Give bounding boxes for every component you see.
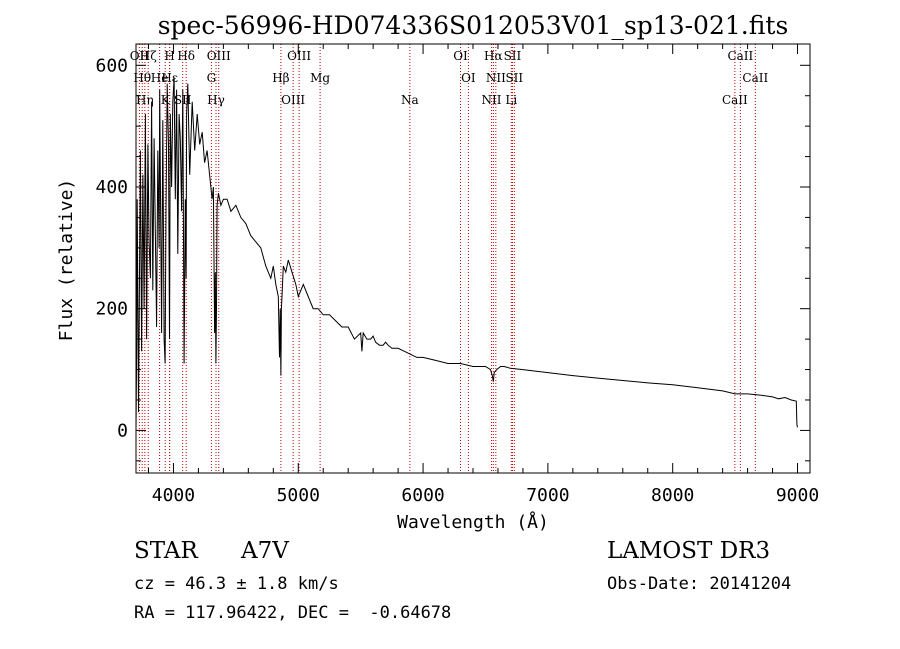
line-marker-label: Hδ — [177, 49, 195, 63]
line-marker-label: CaII — [727, 49, 753, 63]
y-tick-label: 200 — [95, 299, 128, 320]
line-marker-label: OII — [130, 49, 150, 63]
line-marker-label: SII — [504, 49, 522, 63]
y-axis-label: Flux (relative) — [56, 179, 77, 342]
x-tick-label: 9000 — [776, 485, 819, 506]
line-marker-label: Hη — [136, 93, 154, 107]
y-tick-label: 0 — [117, 420, 128, 441]
line-marker-label: Mg — [310, 71, 330, 85]
spectral-line-labels: OII Hθ Hη Hζ He K H Hε SII Hδ G Hγ OIII Hβ OIII OIII Mg N… — [130, 49, 769, 107]
line-marker-label: Hβ — [272, 71, 289, 85]
line-marker-label: Na — [401, 93, 419, 107]
line-marker-label: NII — [481, 93, 501, 107]
y-tick-label: 600 — [95, 55, 128, 76]
plot-frame — [135, 43, 811, 474]
spectral-line-markers — [138, 44, 756, 473]
y-tick-label: 400 — [95, 177, 128, 198]
line-marker-label: Hγ — [207, 93, 225, 107]
x-tick-label: 5000 — [277, 485, 320, 506]
survey-name: LAMOST DR3 — [607, 538, 771, 564]
line-marker-label: Hα — [484, 49, 503, 63]
line-marker-label: CaII — [742, 71, 768, 85]
line-marker-label: Hθ — [133, 71, 151, 85]
line-marker-label: K — [161, 93, 171, 107]
line-marker-label: G — [207, 71, 217, 85]
line-marker-label: Li — [505, 93, 517, 107]
spectrum-line — [135, 77, 798, 431]
x-tick-label: 6000 — [401, 485, 444, 506]
redshift-velocity: cz = 46.3 ± 1.8 km/s — [134, 574, 339, 594]
line-marker-label: OIII — [287, 49, 311, 63]
x-tick-label: 4000 — [152, 485, 195, 506]
line-marker-label: OI — [453, 49, 468, 63]
x-tick-label: 8000 — [651, 485, 694, 506]
line-marker-label: OIII — [281, 93, 305, 107]
chart-title: spec-56996-HD074336S012053V01_sp13-021.f… — [158, 11, 789, 40]
x-tick-label: 7000 — [526, 485, 569, 506]
x-axis-label: Wavelength (Å) — [397, 511, 549, 533]
axes: 4000 5000 6000 7000 8000 9000 0 200 400 600 — [95, 44, 819, 506]
spectrum-series — [135, 77, 798, 431]
line-marker-label: SII — [174, 93, 192, 107]
line-marker-label: OIII — [207, 49, 231, 63]
object-class: STAR — [134, 538, 198, 564]
line-marker-label: He — [151, 71, 169, 85]
line-marker-label: OI — [461, 71, 476, 85]
coordinates: RA = 117.96422, DEC = -0.64678 — [134, 603, 452, 623]
line-marker-label: NII — [486, 71, 506, 85]
line-marker-label: SII — [505, 71, 523, 85]
line-marker-label: H — [164, 49, 174, 63]
line-marker-label: Hε — [161, 71, 178, 85]
line-marker-label: CaII — [722, 93, 748, 107]
observation-date: Obs-Date: 20141204 — [607, 574, 792, 594]
line-marker-label: Hζ — [140, 49, 157, 63]
object-subclass: A7V — [241, 538, 289, 564]
